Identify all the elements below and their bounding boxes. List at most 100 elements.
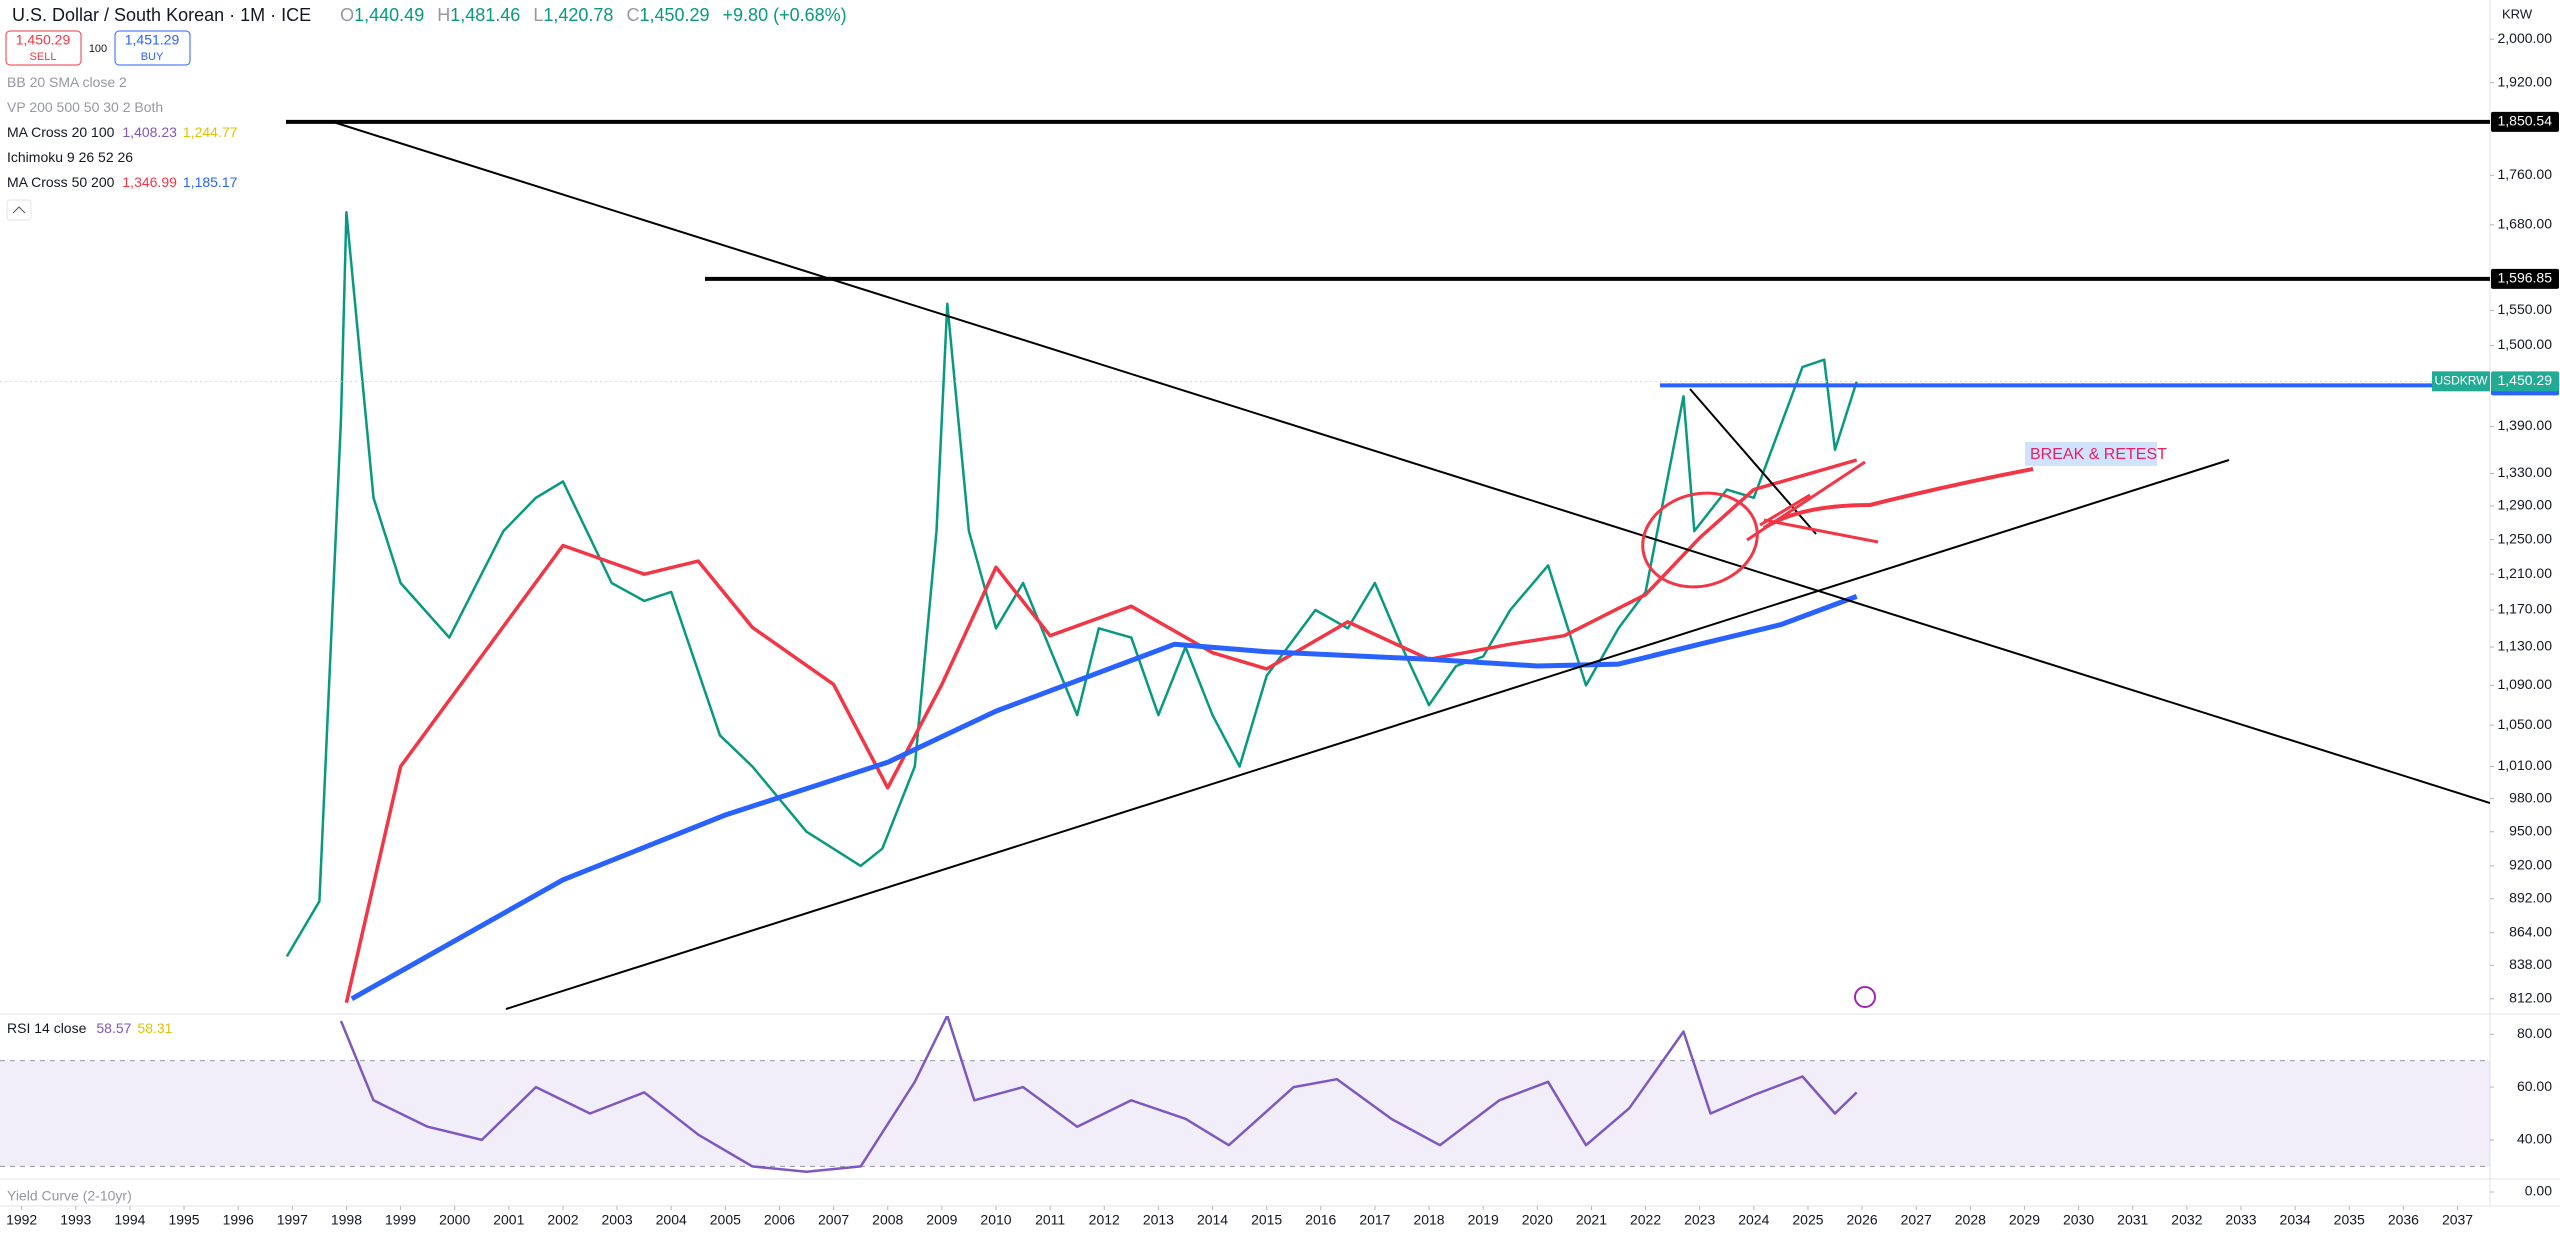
- ohlc-value: 1,481.46: [450, 5, 520, 25]
- x-tick-label: 1998: [331, 1212, 362, 1228]
- indicator-name: RSI 14 close: [7, 1020, 87, 1036]
- x-tick-label: 2018: [1413, 1212, 1444, 1228]
- indicator-name: VP 200 500 50 30 2 Both: [7, 99, 163, 115]
- spread: 100: [89, 43, 107, 55]
- indicator-value: 1,244.77: [183, 124, 238, 140]
- rsi-band: [0, 1060, 2490, 1167]
- series-line: [344, 458, 1858, 1004]
- y-tick-label: 2,000.00: [2498, 30, 2553, 46]
- x-tick-label: 2012: [1089, 1212, 1120, 1228]
- yield-legend[interactable]: Yield Curve (2-10yr): [7, 1188, 132, 1204]
- x-tick-label: 1997: [277, 1212, 308, 1228]
- x-tick-label: 2030: [2063, 1212, 2094, 1228]
- x-tick-label: 2003: [602, 1212, 633, 1228]
- x-tick-label: 1994: [114, 1212, 145, 1228]
- rsi-legend[interactable]: RSI 14 close 58.57 58.31: [7, 1020, 173, 1036]
- indicator-value: 58.31: [137, 1020, 172, 1036]
- indicator-legend[interactable]: VP 200 500 50 30 2 Both: [7, 99, 163, 115]
- currency[interactable]: KRW: [2502, 6, 2533, 21]
- x-tick-label: 2036: [2388, 1212, 2419, 1228]
- x-tick-label: 2014: [1197, 1212, 1228, 1228]
- indicator-value: 1,185.17: [183, 174, 238, 190]
- y-tick-label: 812.00: [2509, 990, 2552, 1006]
- x-tick-label: 2004: [656, 1212, 687, 1228]
- indicator-value: 58.57: [96, 1020, 131, 1036]
- sell-label: SELL: [30, 51, 57, 63]
- freehand-line: [1763, 518, 1879, 544]
- x-tick-label: 2035: [2334, 1212, 2365, 1228]
- price-level-label: 1,596.85: [2498, 270, 2553, 286]
- indicator-legend[interactable]: Ichimoku 9 26 52 26: [7, 149, 133, 165]
- y-tick-label: 1,550.00: [2498, 301, 2553, 317]
- y-tick-label: 1,390.00: [2498, 417, 2553, 433]
- ohlc-value: 1,450.29: [639, 5, 709, 25]
- x-tick-label: 2025: [1792, 1212, 1823, 1228]
- y-tick-label: 1,170.00: [2498, 601, 2553, 617]
- x-tick-label: 2020: [1522, 1212, 1553, 1228]
- freehand-arrow: [1762, 467, 2034, 530]
- x-tick-label: 2002: [547, 1212, 578, 1228]
- collapse-button[interactable]: [6, 199, 32, 221]
- indicator-value: 1,408.23: [122, 124, 177, 140]
- x-tick-label: 2013: [1143, 1212, 1174, 1228]
- x-tick-label: 2017: [1359, 1212, 1390, 1228]
- x-tick-label: 2010: [980, 1212, 1011, 1228]
- y-tick-label: 892.00: [2509, 889, 2552, 905]
- ohlc-label: L: [533, 5, 543, 25]
- x-tick-label: 1993: [60, 1212, 91, 1228]
- price-level-tag: [2491, 268, 2559, 289]
- y-tick-label: 1,290.00: [2498, 497, 2553, 513]
- ohlc-value: 1,440.49: [354, 5, 424, 25]
- y-tick-label: 1,920.00: [2498, 73, 2553, 89]
- buy-label: BUY: [141, 51, 164, 63]
- y-tick-label: 980.00: [2509, 789, 2552, 805]
- x-tick-label: 2031: [2117, 1212, 2148, 1228]
- x-tick-label: 2033: [2225, 1212, 2256, 1228]
- y-tick-label: 838.00: [2509, 956, 2552, 972]
- x-tick-label: 2008: [872, 1212, 903, 1228]
- y-tick-label: 920.00: [2509, 857, 2552, 873]
- symbol: U.S. Dollar / South Korean · 1M · ICE: [12, 5, 311, 25]
- indicator-legend[interactable]: MA Cross 50 200 1,346.99 1,185.17: [7, 174, 238, 190]
- y-tick-label: 1,010.00: [2498, 757, 2553, 773]
- y-tick-label: 950.00: [2509, 822, 2552, 838]
- x-tick-label: 1996: [223, 1212, 254, 1228]
- indicator-name: Ichimoku 9 26 52 26: [7, 149, 133, 165]
- y-tick-label: 40.00: [2517, 1131, 2552, 1147]
- y-tick-label: 0.00: [2525, 1183, 2552, 1199]
- sell-button[interactable]: [5, 30, 82, 66]
- alert-icon[interactable]: [1854, 986, 1876, 1008]
- series-line: [339, 1016, 1858, 1173]
- y-tick-label: 1,130.00: [2498, 638, 2553, 654]
- price-level-label: 1,850.54: [2498, 113, 2553, 129]
- indicator-legend[interactable]: MA Cross 20 100 1,408.23 1,244.77: [7, 124, 238, 140]
- trend-line: [505, 459, 2230, 1010]
- price-level-tag: [2491, 111, 2559, 132]
- annotation-text: BREAK & RETEST: [2030, 446, 2167, 463]
- x-tick-label: 2011: [1035, 1212, 1065, 1228]
- indicator-legend[interactable]: BB 20 SMA close 2: [7, 74, 127, 90]
- x-tick-label: 2023: [1684, 1212, 1715, 1228]
- rsi-plot: [0, 1016, 2490, 1173]
- symbol-title[interactable]: U.S. Dollar / South Korean · 1M · ICE O1…: [12, 5, 847, 25]
- y-tick-label: 1,500.00: [2498, 336, 2553, 352]
- x-tick-label: 1992: [6, 1212, 37, 1228]
- x-tick-label: 2001: [493, 1212, 524, 1228]
- ohlc-change: +9.80 (+0.68%): [723, 5, 847, 25]
- annotation-box: [2025, 442, 2157, 466]
- x-tick-label: 2005: [710, 1212, 741, 1228]
- sell-price: 1,450.29: [16, 32, 71, 48]
- main-plot: [285, 210, 1858, 1004]
- indicator-value: 1,346.99: [122, 174, 177, 190]
- y-tick-label: 1,330.00: [2498, 464, 2553, 480]
- buy-button[interactable]: [114, 30, 191, 66]
- ohlc-label: H: [437, 5, 450, 25]
- ohlc-label: O: [340, 5, 354, 25]
- freehand-circle: [1641, 491, 1759, 589]
- x-tick-label: 1999: [385, 1212, 416, 1228]
- x-tick-label: 2021: [1576, 1212, 1607, 1228]
- x-tick-label: 2024: [1738, 1212, 1769, 1228]
- collapse-icon: [12, 206, 26, 214]
- y-tick-label: 1,680.00: [2498, 216, 2553, 232]
